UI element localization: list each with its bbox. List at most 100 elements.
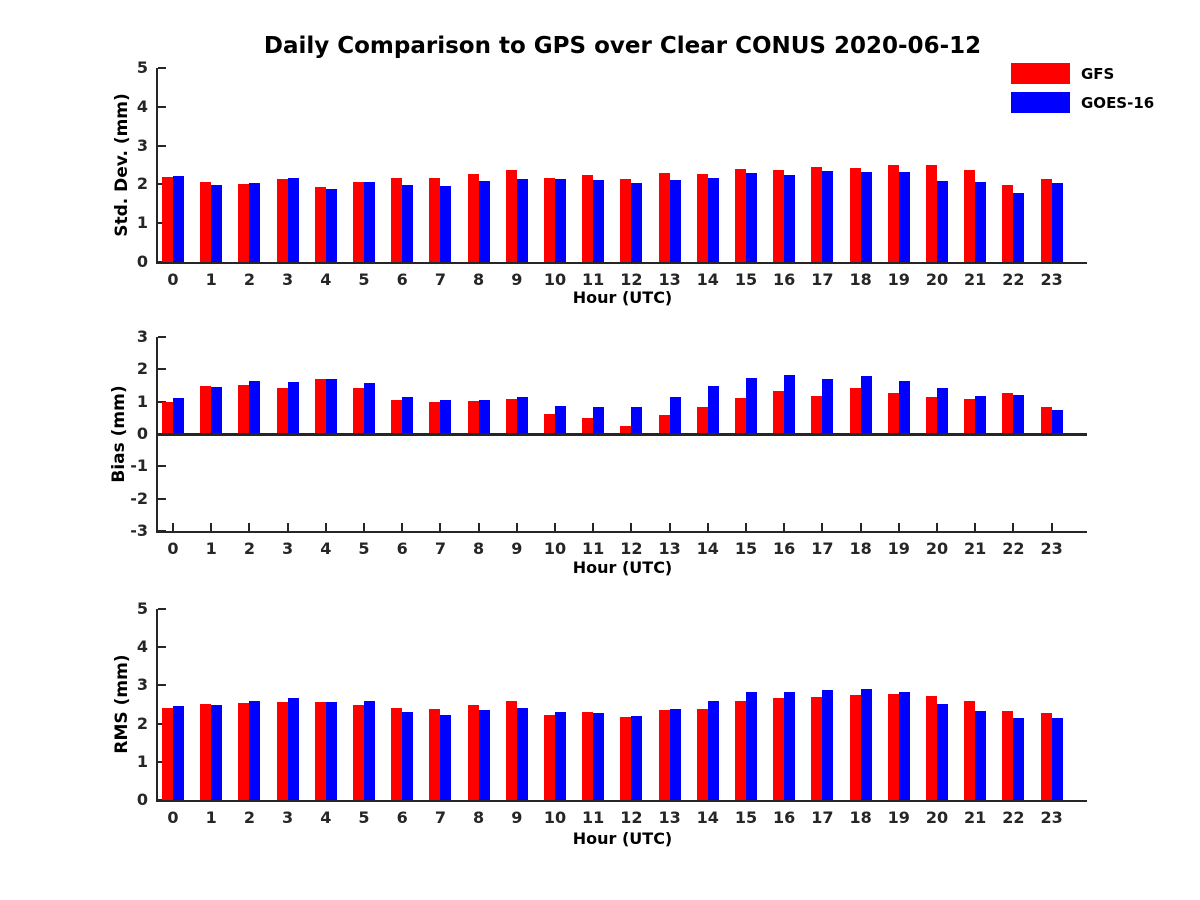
y-tick-label: 1: [136, 751, 148, 771]
bar-gfs-h15: [735, 398, 746, 434]
bar-goes16-h0: [173, 176, 184, 262]
bar-gfs-h7: [429, 708, 441, 800]
bar-goes16-h2: [249, 182, 261, 262]
bar-goes16-h20: [937, 387, 948, 434]
legend-label-goes16: GOES-16: [1081, 93, 1155, 112]
bar-goes16-h3: [287, 381, 299, 434]
x-tick-label: 15: [734, 270, 758, 289]
x-tick-label: 8: [473, 808, 485, 827]
bar-gfs-h2: [238, 384, 250, 434]
bar-goes16-h17: [822, 171, 834, 262]
bar-gfs-h19: [887, 392, 899, 434]
x-tick-label: 3: [282, 539, 294, 558]
bar-goes16-h9: [516, 396, 528, 434]
bar-goes16-h8: [478, 180, 490, 262]
bar-gfs-h1: [200, 182, 212, 262]
bar-goes16-h21: [975, 396, 987, 434]
bar-goes16-h6: [402, 396, 414, 434]
bar-gfs-h14: [696, 709, 708, 800]
bar-gfs-h9: [505, 169, 517, 262]
bar-gfs-h15: [735, 168, 746, 262]
x-tick-label: 2: [243, 539, 255, 558]
y-tick: [158, 368, 166, 371]
x-tick-label: 3: [282, 270, 294, 289]
bar-gfs-h4: [314, 702, 326, 800]
bar-goes16-h1: [211, 185, 223, 262]
bar-goes16-h2: [249, 380, 261, 434]
x-tick-label: 15: [734, 808, 758, 827]
bar-goes16-h20: [937, 704, 948, 800]
x-tick-label: 10: [543, 270, 567, 289]
x-tick-label: 17: [811, 808, 834, 827]
bar-gfs-h21: [964, 701, 976, 800]
bar-goes16-h7: [440, 715, 452, 800]
bar-gfs-h10: [544, 413, 555, 434]
bar-gfs-h5: [353, 182, 364, 262]
bar-goes16-h23: [1051, 410, 1063, 434]
bar-goes16-h23: [1051, 717, 1063, 800]
legend-item-gfs: GFS: [1011, 63, 1114, 84]
x-tick: [859, 523, 862, 531]
bar-goes16-h15: [746, 691, 757, 800]
x-tick-label: 12: [620, 808, 643, 827]
y-tick-label: 2: [136, 713, 148, 733]
x-tick: [592, 523, 595, 531]
x-tick-label: 4: [320, 539, 332, 558]
bar-goes16-h16: [784, 175, 796, 262]
bar-gfs-h5: [353, 388, 364, 434]
bar-goes16-h13: [669, 179, 681, 262]
bar-gfs-h18: [849, 694, 861, 800]
x-tick-label: 13: [658, 270, 681, 289]
bar-goes16-h4: [325, 188, 337, 262]
bar-gfs-h0: [162, 708, 173, 800]
y-axis-label-rms: RMS (mm): [112, 654, 132, 754]
bar-goes16-h3: [287, 178, 299, 262]
bar-gfs-h17: [811, 167, 823, 262]
x-tick-label: 17: [811, 539, 834, 558]
x-tick-label: 5: [358, 539, 370, 558]
bar-goes16-h16: [784, 691, 796, 800]
y-tick: [158, 799, 166, 801]
x-tick-label: 1: [205, 808, 217, 827]
bar-goes16-h22: [1013, 717, 1025, 800]
x-tick-label: 12: [620, 270, 643, 289]
bar-gfs-h12: [620, 717, 632, 800]
bar-goes16-h5: [364, 701, 375, 800]
bar-gfs-h11: [582, 418, 594, 434]
bar-gfs-h7: [429, 177, 441, 262]
x-tick-label: 19: [887, 808, 910, 827]
bar-gfs-h4: [314, 379, 326, 434]
x-tick: [897, 523, 900, 531]
bar-gfs-h13: [658, 414, 670, 434]
y-tick-label: 2: [136, 359, 148, 379]
x-tick: [248, 523, 251, 531]
x-tick-label: 20: [925, 808, 949, 827]
x-tick-label: 13: [658, 808, 681, 827]
bar-gfs-h11: [582, 175, 594, 262]
x-axis-spine: [156, 800, 1087, 802]
bar-gfs-h2: [238, 184, 250, 262]
zero-baseline: [156, 433, 1087, 436]
x-tick-label: 22: [1002, 270, 1025, 289]
y-tick-label: 3: [136, 135, 148, 155]
y-tick: [158, 336, 166, 338]
bar-gfs-h22: [1002, 393, 1014, 434]
bar-goes16-h19: [898, 380, 910, 434]
x-tick-label: 21: [964, 270, 987, 289]
bar-goes16-h12: [631, 182, 643, 262]
bar-goes16-h19: [898, 692, 910, 800]
bar-goes16-h21: [975, 181, 987, 262]
bar-goes16-h0: [173, 398, 184, 434]
x-tick-label: 6: [396, 270, 408, 289]
y-tick: [158, 105, 166, 108]
bar-goes16-h20: [937, 180, 948, 262]
bar-goes16-h22: [1013, 192, 1025, 262]
x-tick-label: 2: [243, 270, 255, 289]
bar-goes16-h18: [860, 172, 872, 262]
y-tick: [158, 684, 166, 687]
x-tick: [1050, 523, 1053, 531]
x-tick: [1012, 523, 1015, 531]
bar-gfs-h15: [735, 700, 746, 800]
x-axis-label-2: Hour (UTC): [572, 558, 673, 577]
x-tick-label: 7: [434, 808, 446, 827]
